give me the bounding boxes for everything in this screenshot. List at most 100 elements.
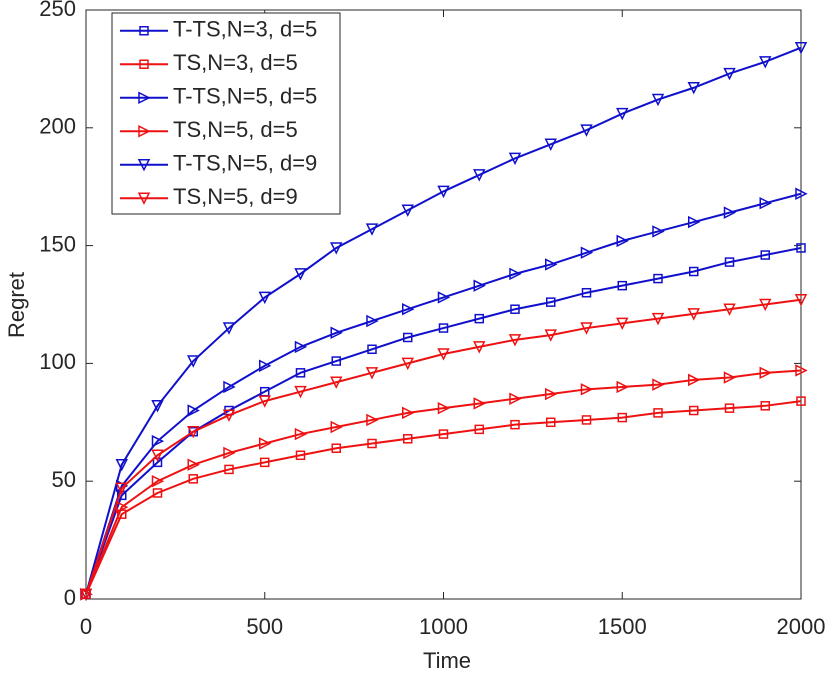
series-line bbox=[85, 298, 802, 595]
marker bbox=[759, 196, 772, 210]
marker bbox=[508, 152, 522, 166]
marker bbox=[723, 371, 737, 384]
marker bbox=[188, 474, 198, 484]
marker bbox=[402, 302, 415, 316]
marker bbox=[510, 419, 520, 430]
marker bbox=[723, 67, 736, 81]
marker bbox=[651, 312, 665, 326]
marker bbox=[688, 215, 701, 229]
legend-marker bbox=[139, 59, 149, 69]
marker bbox=[724, 257, 735, 267]
marker bbox=[617, 280, 627, 291]
marker bbox=[652, 378, 665, 391]
marker bbox=[438, 323, 449, 333]
marker bbox=[187, 425, 200, 439]
marker bbox=[258, 395, 271, 408]
x-tick-label: 1500 bbox=[598, 614, 647, 639]
marker bbox=[760, 401, 770, 411]
marker bbox=[652, 225, 665, 238]
marker bbox=[330, 326, 343, 339]
marker bbox=[759, 366, 772, 380]
marker bbox=[546, 297, 556, 307]
marker bbox=[580, 124, 593, 137]
legend-marker bbox=[139, 26, 149, 36]
marker bbox=[723, 303, 736, 316]
marker bbox=[115, 458, 128, 472]
marker bbox=[473, 397, 486, 410]
marker bbox=[330, 242, 343, 255]
marker bbox=[365, 367, 379, 380]
marker bbox=[437, 185, 450, 199]
marker bbox=[366, 314, 379, 328]
marker bbox=[258, 291, 271, 305]
marker bbox=[330, 376, 343, 389]
marker bbox=[796, 396, 806, 406]
marker bbox=[366, 413, 379, 427]
marker bbox=[794, 41, 808, 55]
series-line bbox=[85, 192, 802, 595]
marker bbox=[473, 341, 486, 354]
marker bbox=[259, 359, 272, 372]
marker bbox=[401, 357, 414, 371]
marker bbox=[187, 458, 200, 471]
marker bbox=[331, 356, 341, 366]
marker bbox=[151, 400, 164, 413]
marker bbox=[331, 443, 341, 453]
y-tick-label: 50 bbox=[52, 467, 76, 492]
marker bbox=[437, 401, 451, 415]
marker bbox=[367, 344, 377, 355]
series-line bbox=[85, 369, 802, 595]
marker bbox=[222, 322, 236, 335]
marker bbox=[473, 169, 486, 182]
x-tick-label: 500 bbox=[246, 614, 283, 639]
series-line bbox=[85, 46, 802, 595]
marker bbox=[187, 404, 200, 417]
marker bbox=[544, 329, 557, 342]
marker bbox=[616, 380, 629, 394]
marker bbox=[508, 334, 522, 347]
marker bbox=[616, 234, 629, 248]
series-line bbox=[85, 246, 802, 595]
marker bbox=[653, 408, 663, 418]
x-tick-label: 1000 bbox=[419, 614, 468, 639]
marker bbox=[581, 287, 592, 298]
legend: T-TS,N=3, d=5 TS,N=3, d=5 T-TS,N=5, d=5 TS,… bbox=[111, 12, 341, 215]
marker bbox=[403, 332, 413, 343]
marker bbox=[795, 364, 808, 377]
marker bbox=[580, 246, 594, 259]
marker bbox=[367, 438, 377, 449]
marker bbox=[510, 304, 520, 314]
legend-marker bbox=[138, 91, 151, 104]
marker bbox=[151, 449, 164, 462]
marker bbox=[259, 437, 272, 450]
marker bbox=[794, 294, 808, 307]
marker bbox=[687, 81, 700, 95]
marker bbox=[689, 266, 699, 277]
legend-marker bbox=[138, 125, 151, 138]
series-line bbox=[85, 400, 802, 595]
y-tick-label: 250 bbox=[39, 0, 76, 21]
marker bbox=[545, 258, 558, 271]
marker bbox=[116, 500, 129, 514]
x-axis-label: Time bbox=[423, 648, 471, 673]
marker bbox=[760, 250, 770, 260]
marker bbox=[152, 457, 163, 468]
marker bbox=[687, 308, 700, 321]
y-tick-label: 150 bbox=[39, 231, 76, 256]
marker bbox=[616, 107, 629, 121]
marker bbox=[724, 403, 735, 413]
legend-label: TS,N=3, d=5 bbox=[173, 50, 298, 75]
marker bbox=[651, 93, 665, 107]
marker bbox=[260, 457, 270, 468]
legend-label: T-TS,N=5, d=9 bbox=[173, 151, 317, 176]
marker bbox=[115, 482, 128, 495]
marker bbox=[223, 446, 236, 460]
x-tick-label: 2000 bbox=[777, 614, 826, 639]
marker bbox=[151, 474, 165, 488]
marker bbox=[509, 392, 522, 405]
marker bbox=[224, 464, 234, 475]
marker bbox=[330, 420, 343, 434]
marker bbox=[79, 588, 93, 601]
marker bbox=[294, 340, 308, 354]
